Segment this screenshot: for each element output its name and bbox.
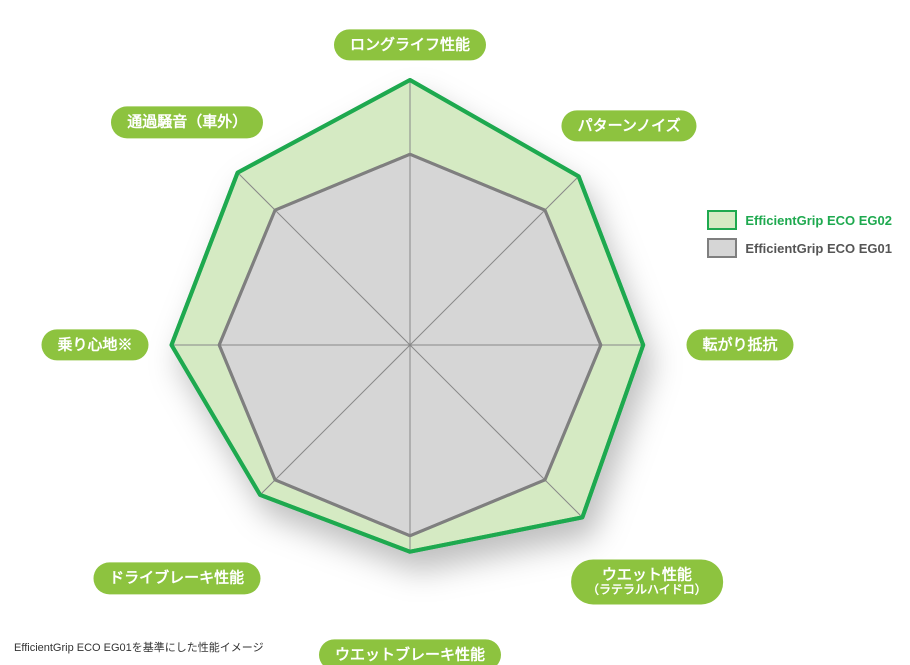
axis-label-3: ウエット性能（ラテラルハイドロ） bbox=[571, 559, 723, 604]
axis-label-2: 転がり抵抗 bbox=[686, 329, 793, 360]
axis-label-0: ロングライフ性能 bbox=[334, 29, 486, 60]
axis-label-1: パターンノイズ bbox=[562, 110, 697, 141]
footnote: EfficientGrip ECO EG01を基準にした性能イメージ bbox=[14, 639, 264, 655]
axis-label-text: ロングライフ性能 bbox=[350, 36, 470, 53]
axis-label-text: 通過騒音（車外） bbox=[127, 114, 247, 131]
axis-label-text: ウエット性能 bbox=[602, 566, 692, 583]
legend-item-0: EfficientGrip ECO EG02 bbox=[707, 210, 892, 230]
axis-label-5: ドライブレーキ性能 bbox=[93, 563, 260, 594]
axis-label-text: パターンノイズ bbox=[578, 117, 681, 134]
axis-label-text: ウエットブレーキ性能 bbox=[335, 646, 485, 663]
axis-label-text: ドライブレーキ性能 bbox=[109, 570, 244, 587]
axis-label-text: 乗り心地※ bbox=[57, 336, 132, 353]
axis-label-6: 乗り心地※ bbox=[41, 329, 148, 360]
axis-label-4: ウエットブレーキ性能 bbox=[319, 639, 501, 665]
legend-swatch bbox=[707, 238, 737, 258]
axis-label-text: 転がり抵抗 bbox=[702, 336, 777, 353]
legend-item-1: EfficientGrip ECO EG01 bbox=[707, 238, 892, 258]
axis-label-subtext: （ラテラルハイドロ） bbox=[587, 584, 707, 598]
legend: EfficientGrip ECO EG02 EfficientGrip ECO … bbox=[707, 210, 892, 266]
legend-swatch bbox=[707, 210, 737, 230]
legend-label: EfficientGrip ECO EG01 bbox=[745, 241, 892, 256]
legend-label: EfficientGrip ECO EG02 bbox=[745, 213, 892, 228]
axis-label-7: 通過騒音（車外） bbox=[111, 107, 263, 138]
